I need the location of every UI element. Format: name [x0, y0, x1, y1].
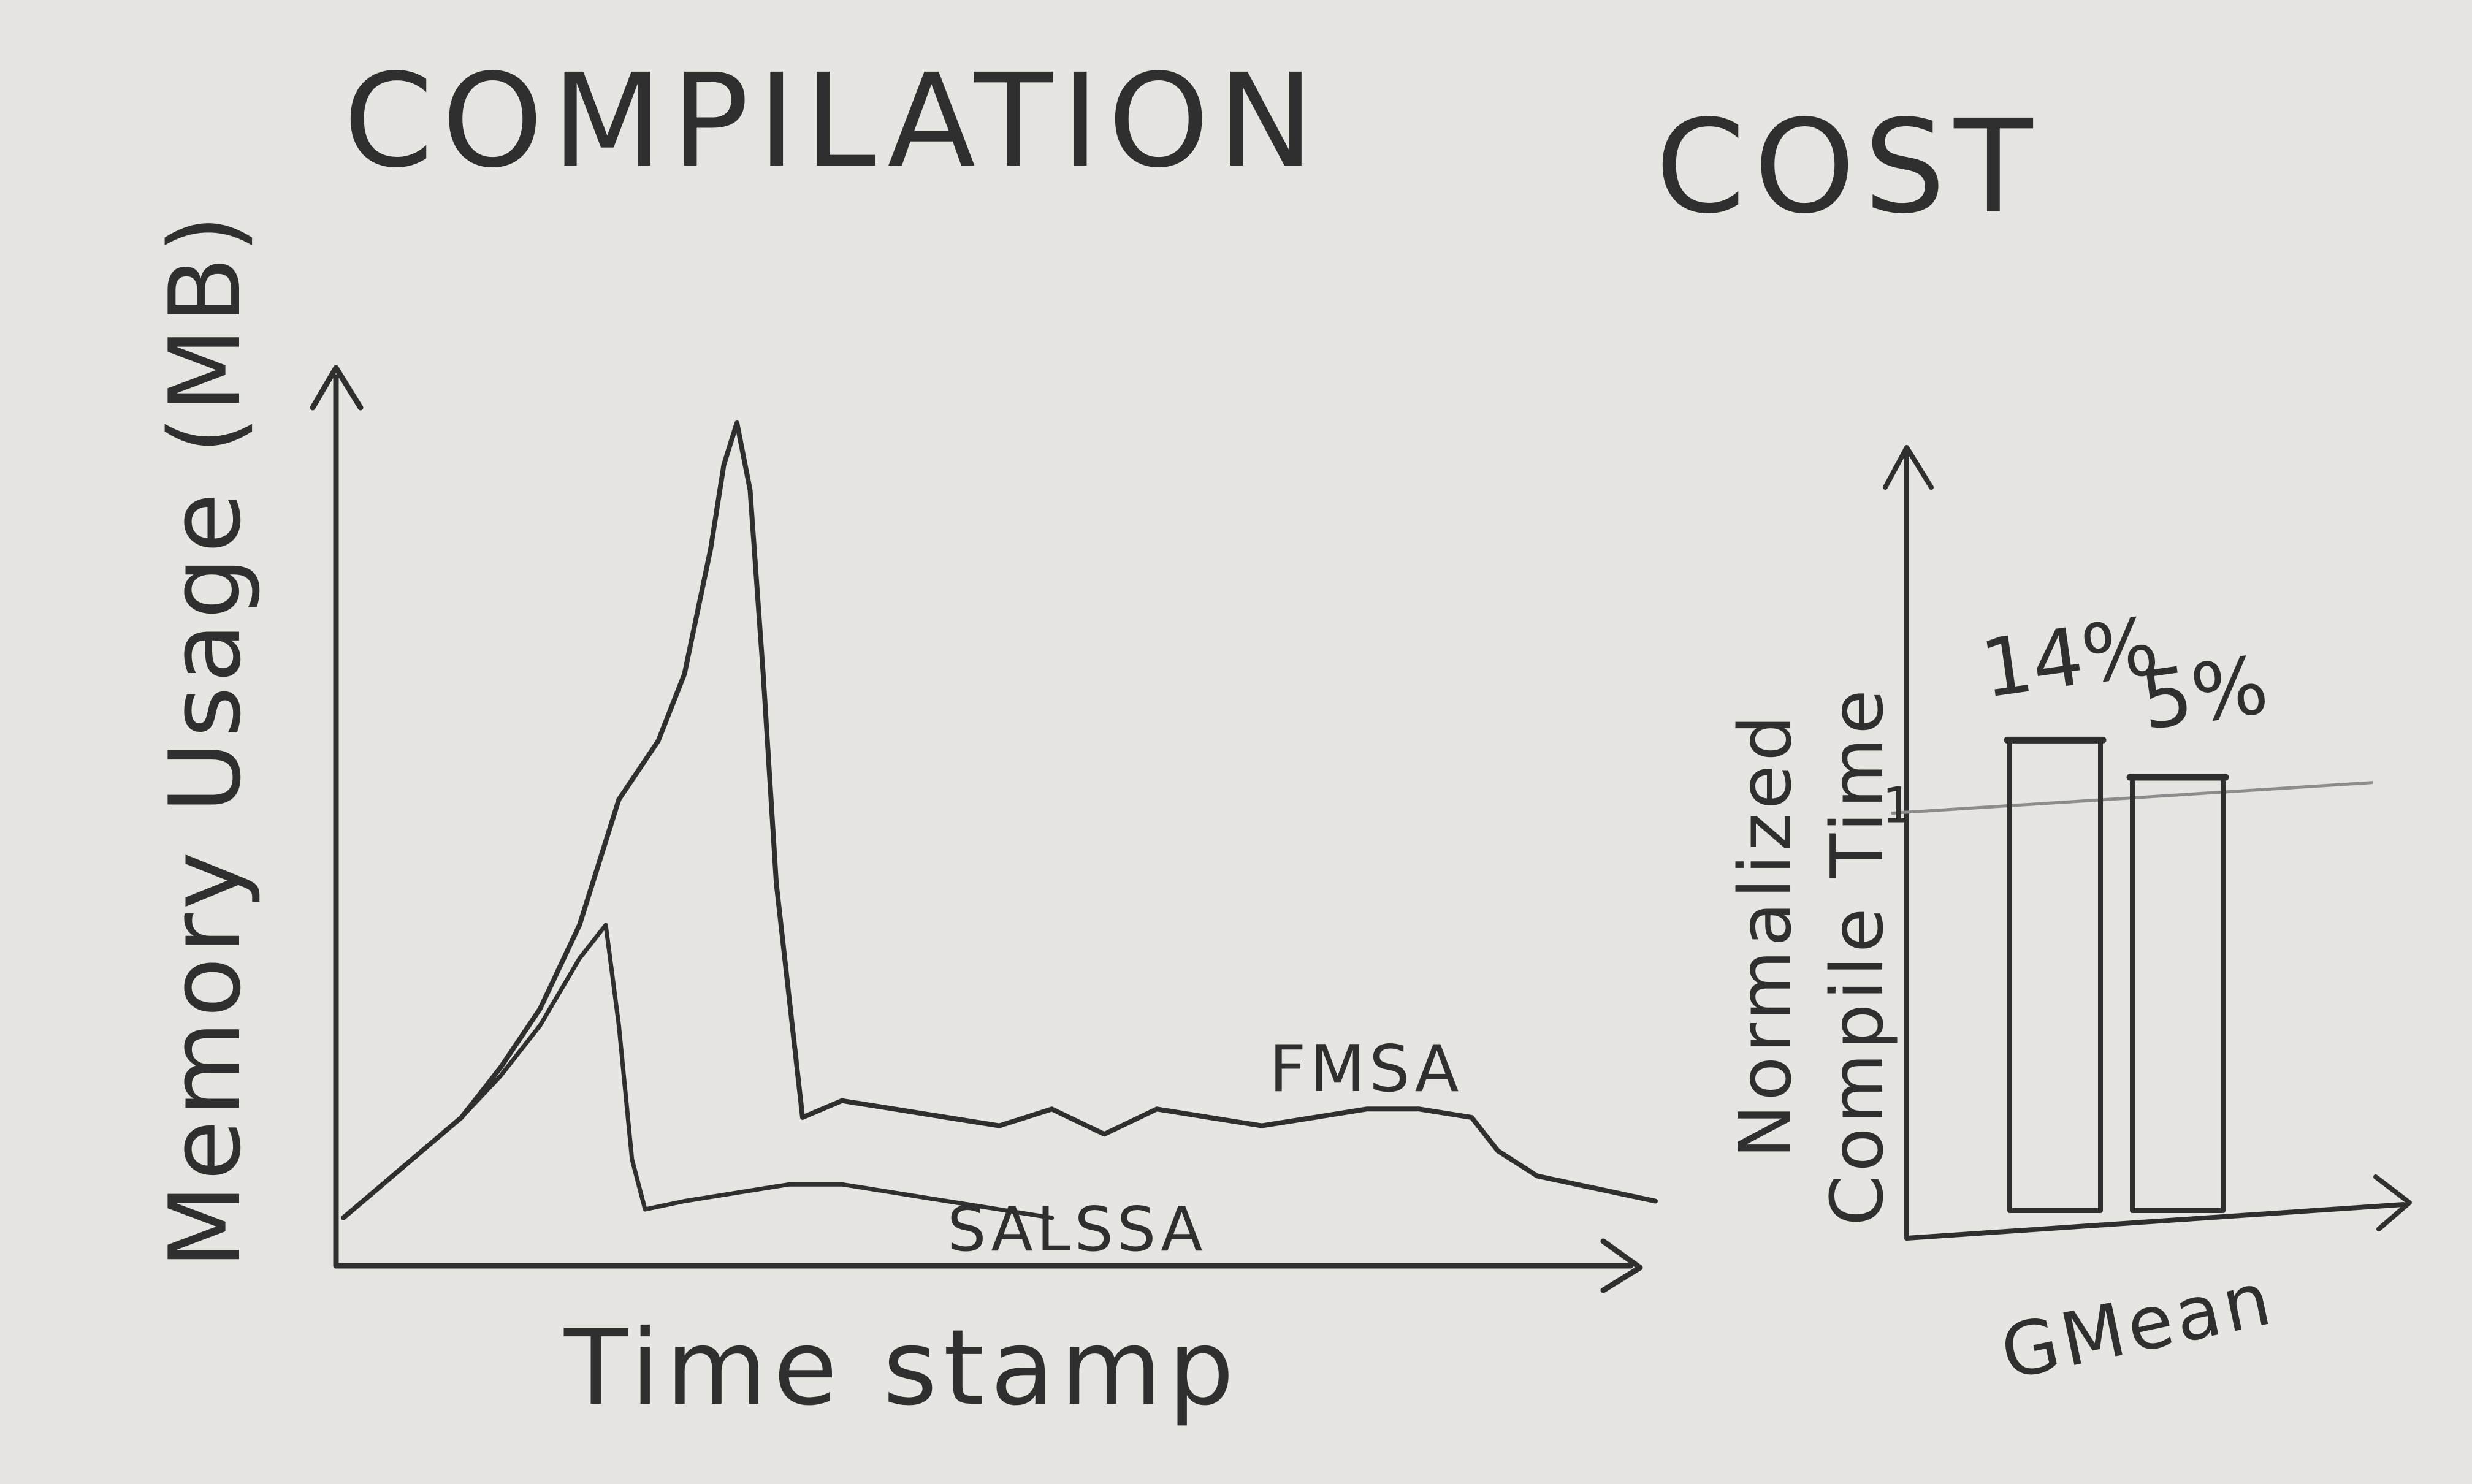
data-point-fmsa	[774, 881, 779, 885]
data-point-fmsa	[761, 672, 765, 676]
data-point-salssa	[630, 1157, 634, 1162]
data-point-fmsa	[578, 923, 582, 927]
data-point-salssa	[604, 923, 608, 927]
data-point-fmsa	[722, 463, 726, 467]
data-point-salssa	[420, 1149, 424, 1153]
bar-2	[2130, 775, 2226, 1213]
data-point-fmsa	[1470, 1116, 1474, 1119]
data-point-fmsa	[617, 797, 621, 802]
data-point-salssa	[735, 1190, 739, 1195]
data-point-fmsa	[1417, 1107, 1421, 1111]
title-compilation: COMPILATION	[343, 46, 1322, 196]
data-point-salssa	[578, 956, 582, 961]
data-point-fmsa	[1102, 1132, 1107, 1136]
data-point-fmsa	[840, 1098, 844, 1103]
data-point-salssa	[381, 1182, 385, 1187]
data-point-fmsa	[656, 739, 660, 743]
data-point-fmsa	[1312, 1116, 1316, 1119]
bar-chart-x-axis	[1904, 1202, 2406, 1241]
title-cost: COST	[1655, 92, 2042, 242]
data-point-salssa	[643, 1208, 647, 1212]
data-point-fmsa	[1574, 1182, 1579, 1187]
data-point-fmsa	[682, 672, 687, 676]
data-point-salssa	[945, 1199, 949, 1203]
bar-chart-x-axis-label: GMean	[1994, 1256, 2281, 1397]
data-point-fmsa	[1496, 1149, 1500, 1153]
bar-chart: 1 14%5% GMean Normalized Compile Time	[1723, 445, 2412, 1397]
bar-marks-group: 14%5%	[1975, 599, 2273, 1213]
line-chart: FMSA SALSSA Time stamp Memory Usage (MB)	[148, 211, 1658, 1429]
data-point-salssa	[1050, 1216, 1054, 1220]
line-chart-x-axis-label: Time stamp	[563, 1307, 1240, 1429]
line-chart-y-axis-arrowhead	[310, 365, 364, 411]
data-point-fmsa	[748, 488, 752, 492]
line-chart-y-axis-label: Memory Usage (MB)	[148, 211, 262, 1269]
data-point-fmsa	[1654, 1199, 1657, 1203]
data-point-salssa	[617, 1023, 621, 1027]
data-point-salssa	[459, 1116, 464, 1119]
data-point-fmsa	[998, 1124, 1001, 1128]
line-chart-x-axis-arrowhead	[1600, 1238, 1643, 1293]
data-point-fmsa	[1207, 1116, 1211, 1119]
bar-1	[2007, 737, 2103, 1213]
data-point-salssa	[787, 1182, 792, 1187]
data-point-salssa	[998, 1208, 1001, 1212]
data-point-fmsa	[709, 546, 713, 550]
data-point-salssa	[538, 1023, 542, 1027]
data-point-salssa	[840, 1182, 844, 1187]
reference-line-label: 1	[1882, 777, 1913, 834]
data-point-fmsa	[1365, 1107, 1369, 1111]
series-label-salssa: SALSSA	[947, 1193, 1207, 1265]
bar-2-data-label: 5%	[2135, 638, 2273, 748]
data-point-fmsa	[892, 1107, 896, 1111]
bar-chart-x-axis-arrowhead	[2373, 1174, 2412, 1231]
data-point-fmsa	[801, 1116, 804, 1119]
data-point-fmsa	[945, 1116, 949, 1119]
bar-chart-y-axis-arrowhead	[1883, 445, 1934, 490]
series-label-fmsa: FMSA	[1269, 1032, 1462, 1106]
data-point-fmsa	[1614, 1190, 1618, 1195]
data-point-fmsa	[1050, 1107, 1054, 1111]
series-line-salssa	[341, 923, 1055, 1220]
data-point-fmsa	[1535, 1174, 1539, 1178]
line-series-group	[341, 420, 1658, 1220]
data-point-salssa	[498, 1073, 503, 1078]
data-point-fmsa	[538, 1006, 542, 1011]
data-point-salssa	[341, 1216, 345, 1220]
bar-chart-y-axis-label-line1: Normalized	[1723, 712, 1807, 1159]
data-point-salssa	[682, 1199, 687, 1203]
data-point-fmsa	[498, 1065, 503, 1069]
data-point-salssa	[892, 1190, 896, 1195]
data-point-fmsa	[735, 421, 739, 425]
data-point-fmsa	[1154, 1107, 1159, 1111]
bar-chart-y-axis-label-line2: Compile Time	[1815, 686, 1899, 1226]
data-point-fmsa	[1260, 1124, 1264, 1128]
